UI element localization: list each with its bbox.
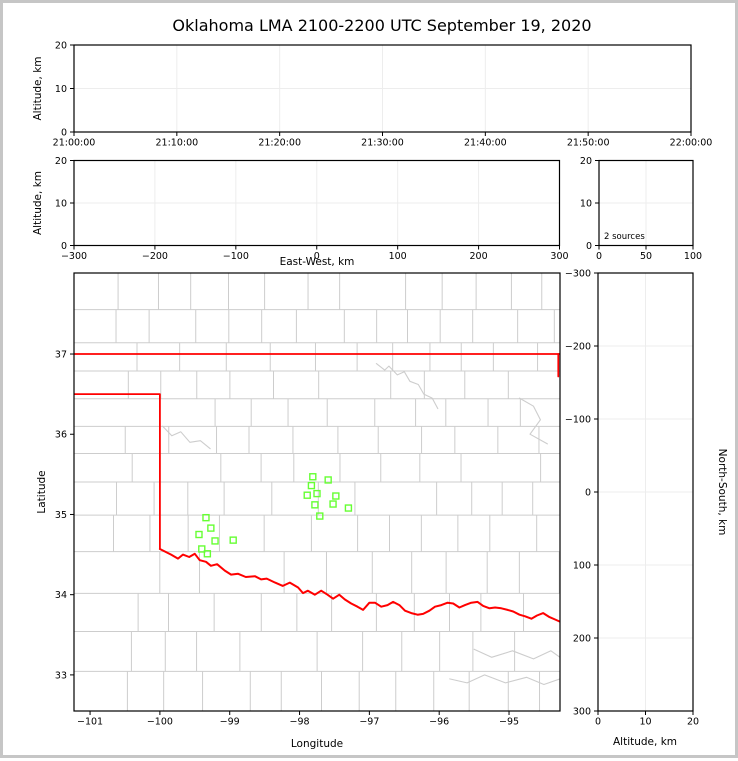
- y-tick-label: 20: [55, 156, 67, 167]
- x-tick-label: −97: [359, 717, 379, 728]
- y-tick-label: 0: [585, 487, 591, 498]
- y-tick-label: 33: [55, 670, 67, 681]
- y-tick-label: 0: [61, 127, 67, 138]
- x-tick-label: −98: [290, 717, 310, 728]
- lma-stations: [195, 473, 353, 558]
- x-tick-label: 100: [684, 251, 702, 262]
- ns-alt-ylabel: North-South, km: [716, 449, 728, 536]
- panel-alt-eastwest: −300 −200 −100 0 100 200 300 0 10 20: [55, 156, 569, 262]
- texas-panhandle-border: [74, 393, 161, 550]
- lma-station-marker: [309, 473, 317, 481]
- panel-alt-time: 21:00:00 21:10:00 21:20:00 21:30:00 21:40:00…: [53, 40, 713, 148]
- county-boundaries: [74, 273, 560, 711]
- x-tick-label: −100: [223, 251, 249, 262]
- figure-title: Oklahoma LMA 2100-2200 UTC September 19,…: [172, 16, 591, 35]
- panel-source-count: 0 50 100 0 10 20: [580, 156, 702, 262]
- lma-station-marker: [202, 513, 210, 522]
- river-line: [518, 397, 548, 445]
- map-ylabel: Latitude: [36, 470, 48, 513]
- y-tick-label: −300: [565, 268, 591, 279]
- lma-station-marker: [344, 504, 353, 512]
- y-tick-label: 10: [580, 198, 592, 209]
- x-tick-label: −99: [220, 717, 240, 728]
- river-line: [473, 648, 560, 660]
- y-tick-label: 37: [55, 349, 67, 360]
- y-tick-label: 300: [573, 706, 591, 717]
- river-line: [449, 674, 560, 686]
- x-tick-label: 21:40:00: [464, 138, 507, 149]
- lma-station-marker: [307, 481, 316, 490]
- y-tick-label: 35: [55, 510, 67, 521]
- y-tick-label: 20: [55, 40, 67, 51]
- red-river-border: [158, 548, 560, 623]
- y-tick-label: 0: [586, 241, 592, 252]
- y-tick-label: −100: [565, 414, 591, 425]
- x-tick-label: 50: [640, 251, 652, 262]
- state-borders: [74, 353, 560, 623]
- x-tick-label: −300: [61, 251, 87, 262]
- x-tick-label: 20: [687, 717, 699, 728]
- source-count-annotation: 2 sources: [604, 232, 645, 242]
- map-content: [74, 273, 560, 711]
- y-tick-label: 20: [580, 156, 592, 167]
- x-tick-label: 21:00:00: [53, 138, 96, 149]
- x-tick-label: 10: [639, 717, 651, 728]
- y-tick-label: 34: [55, 590, 67, 601]
- y-tick-label: 10: [55, 84, 67, 95]
- x-tick-label: 22:00:00: [670, 138, 713, 149]
- y-tick-label: 10: [55, 198, 67, 209]
- lma-station-marker: [303, 491, 311, 499]
- x-tick-label: 300: [550, 251, 568, 262]
- lma-station-marker: [211, 537, 219, 545]
- panel-northsouth-alt: 0 10 20 300 200 100 0 −100 −200 −300: [565, 268, 699, 727]
- lma-station-marker: [207, 524, 215, 532]
- lma-station-marker: [229, 536, 237, 544]
- alt-eastwest-xlabel: East-West, km: [280, 256, 355, 268]
- x-tick-label: 21:20:00: [258, 138, 301, 149]
- x-tick-label: 0: [314, 251, 320, 262]
- y-tick-label: 100: [573, 560, 591, 571]
- x-tick-label: −95: [499, 717, 519, 728]
- alt-eastwest-ylabel: Altitude, km: [32, 171, 44, 235]
- lma-station-marker: [313, 489, 321, 498]
- lma-station-marker: [203, 550, 212, 558]
- x-tick-label: −100: [147, 717, 173, 728]
- x-tick-label: 21:30:00: [361, 138, 404, 149]
- x-tick-label: 0: [595, 717, 601, 728]
- axes-frame: [73, 272, 561, 712]
- y-tick-label: 200: [573, 633, 591, 644]
- river-line: [375, 363, 439, 410]
- ns-alt-xlabel: Altitude, km: [613, 736, 677, 748]
- x-tick-label: −96: [429, 717, 449, 728]
- lma-station-marker: [332, 492, 340, 500]
- x-tick-label: 21:10:00: [155, 138, 198, 149]
- x-tick-label: −101: [77, 717, 103, 728]
- lma-station-marker: [198, 545, 206, 553]
- x-tick-label: 200: [470, 251, 488, 262]
- lma-figure: Oklahoma LMA 2100-2200 UTC September 19,…: [32, 16, 728, 750]
- y-tick-label: −200: [565, 341, 591, 352]
- lma-station-marker: [324, 476, 332, 484]
- y-tick-label: 36: [55, 430, 67, 441]
- x-tick-label: 100: [389, 251, 407, 262]
- x-tick-label: 21:50:00: [567, 138, 610, 149]
- river-lines: [162, 363, 560, 686]
- lma-station-marker: [311, 501, 319, 509]
- x-tick-label: −200: [142, 251, 168, 262]
- map-xlabel: Longitude: [291, 738, 343, 750]
- lma-station-marker: [195, 530, 203, 539]
- lma-station-marker: [329, 500, 337, 508]
- panel-plan-view-map: −101 −100 −99 −98 −97 −96 −95 37 36 35 34 33: [55, 272, 561, 728]
- alt-time-ylabel: Altitude, km: [32, 56, 44, 120]
- y-tick-label: 0: [61, 241, 67, 252]
- x-tick-label: 0: [596, 251, 602, 262]
- lma-station-marker: [316, 512, 324, 520]
- river-line: [162, 425, 211, 450]
